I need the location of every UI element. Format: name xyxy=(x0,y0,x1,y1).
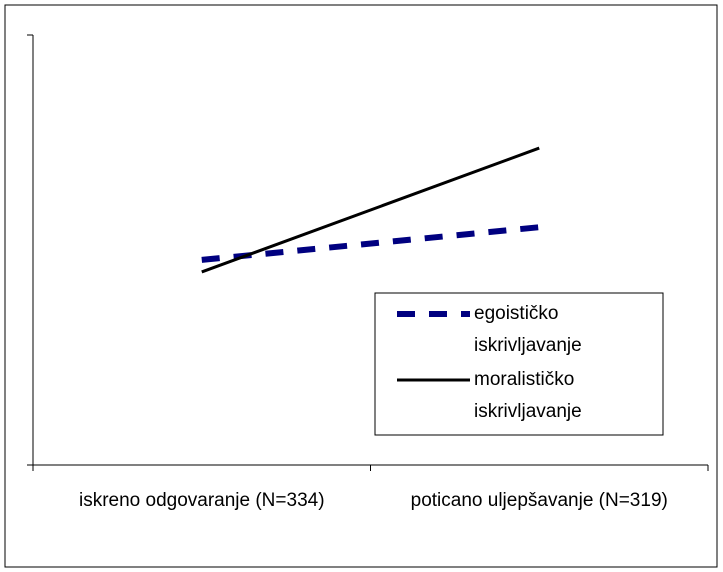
legend-label: moralističko iskrivljavanje xyxy=(474,369,582,422)
x-tick-label: poticano uljepšavanje (N=319) xyxy=(410,490,668,511)
x-tick-label: iskreno odgovaranje (N=334) xyxy=(78,490,325,511)
series-line xyxy=(201,146,540,274)
legend-label: egoističko iskrivljavanje xyxy=(474,303,582,356)
frame xyxy=(4,4,718,568)
legend-box xyxy=(374,292,664,436)
series-line xyxy=(201,224,540,263)
